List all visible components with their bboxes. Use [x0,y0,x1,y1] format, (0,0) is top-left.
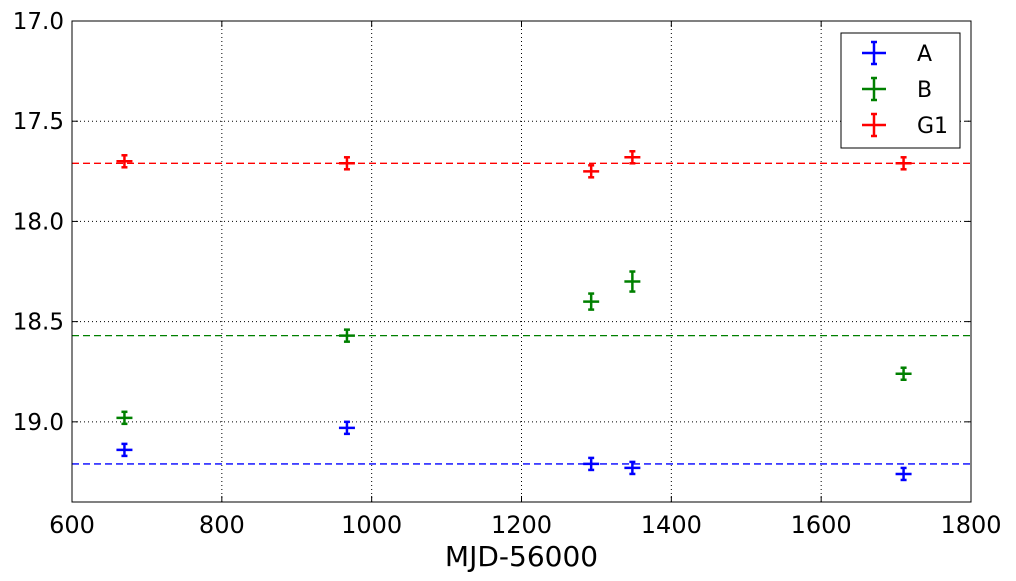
legend-entry-a: A [862,40,932,67]
legend-entry-b: B [862,76,932,103]
data-point-g1 [338,156,355,171]
data-point-g1 [624,150,641,165]
x-tick-label: 1200 [491,511,552,539]
legend-label: A [917,42,932,67]
data-point-b [338,328,355,343]
x-tick-label: 1800 [940,511,1001,539]
y-tick-label: 17.5 [13,109,64,135]
data-point-a [624,460,641,476]
data-point-a [583,456,600,472]
x-tick-label: 1400 [641,511,702,539]
y-tick-label: 17.0 [13,9,64,35]
legend: AB G1 [840,32,961,149]
legend-box [840,32,961,149]
data-point-b [624,270,641,293]
x-axis-label: MJD-56000 [445,540,598,573]
x-tick-label: 800 [199,511,245,539]
data-point-g1 [895,156,912,171]
data-point-g1 [583,164,600,179]
tick-labels: 600 800 1000 1200 1400 1600 1800 17.0 17.5 18.0 18… [13,9,1002,539]
data-point-b [895,366,912,381]
data-point-a [338,420,355,436]
legend-label: G1 [917,114,948,139]
data-point-b [583,292,600,311]
reference-lines [72,162,971,465]
data-point-a [116,442,133,458]
x-tick-label: 1600 [791,511,852,539]
y-tick-label: 18.5 [13,310,64,336]
data-point-b [116,410,133,426]
legend-entry-g1: G1 [862,112,948,139]
axis-ticks [71,20,972,502]
data-point-a [895,466,912,482]
x-tick-label: 600 [49,511,95,539]
y-tick-label: 19.0 [13,410,64,436]
grid-lines [72,21,971,502]
y-tick-label: 18.0 [13,209,64,235]
data-point-g1 [116,154,133,169]
legend-label: B [917,78,932,103]
x-tick-label: 1000 [341,511,402,539]
data-points [116,150,912,482]
